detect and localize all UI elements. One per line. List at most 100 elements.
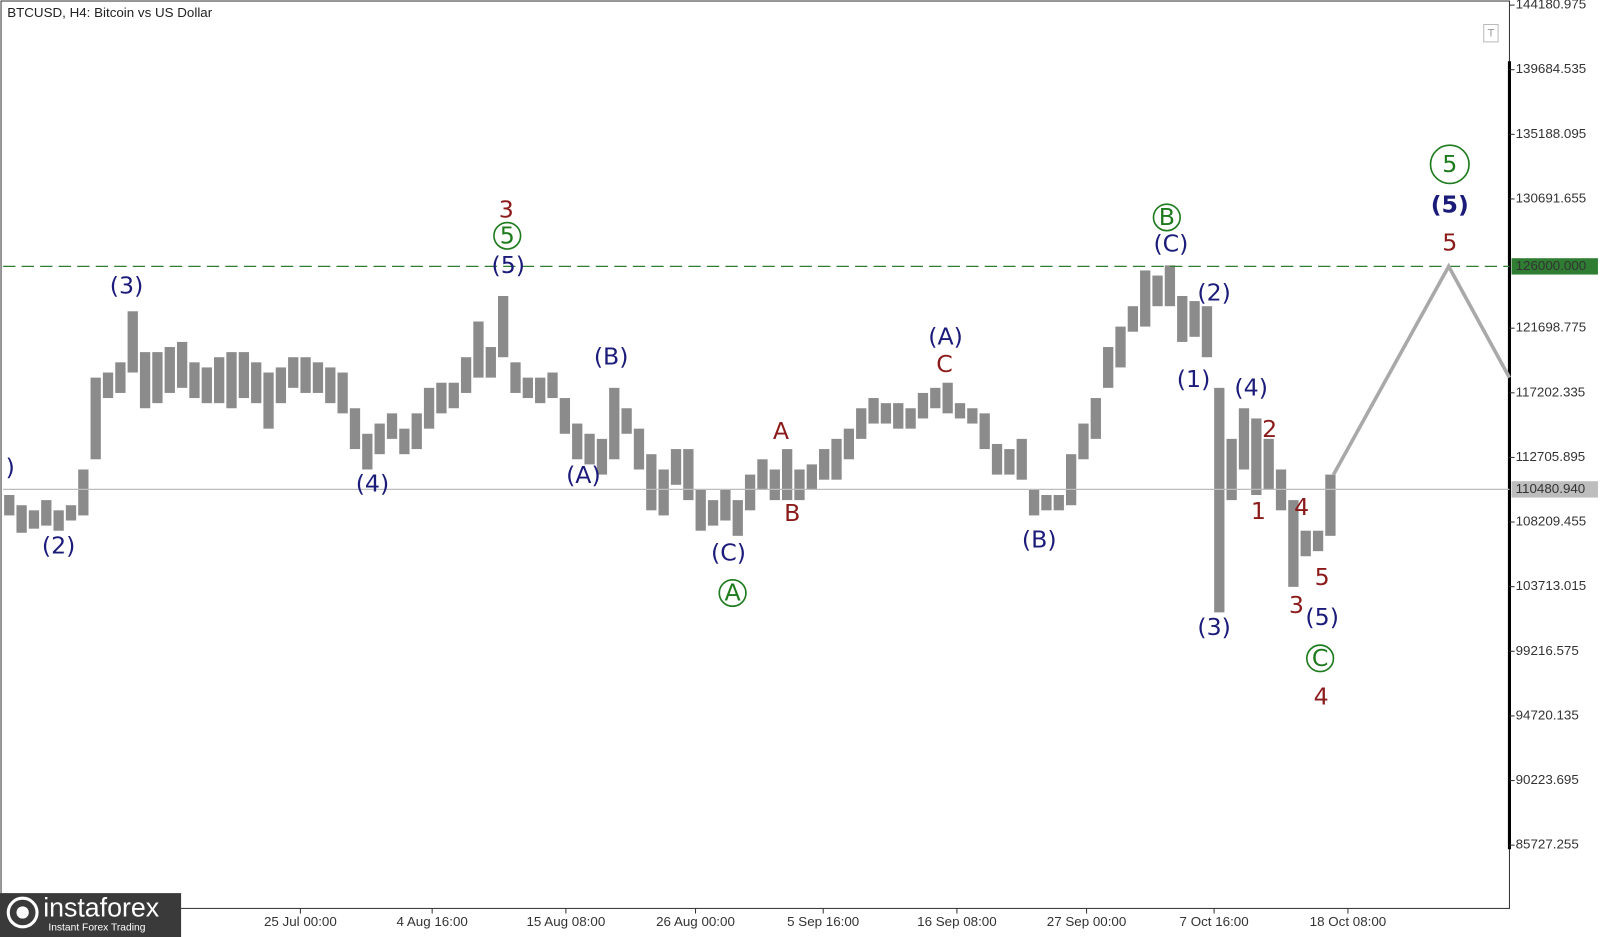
price-bar — [917, 392, 929, 419]
price-bar — [1177, 295, 1188, 342]
price-bar — [720, 489, 731, 521]
price-level-label: 110480.940 — [1516, 481, 1586, 496]
price-bar — [1140, 270, 1151, 327]
price-bar — [757, 459, 768, 490]
price-bar — [1300, 530, 1311, 557]
wave-label: 5 — [500, 221, 515, 249]
price-level-box — [1511, 258, 1598, 275]
wave-label: (C) — [1153, 230, 1188, 258]
price-bar — [53, 510, 64, 531]
price-bar — [485, 347, 496, 378]
price-bar — [831, 438, 842, 480]
price-bar — [423, 387, 435, 429]
price-bar — [794, 469, 805, 501]
wave-label: (5) — [492, 251, 526, 279]
price-bar — [498, 295, 509, 358]
wave-label: (5) — [1431, 191, 1469, 219]
wave-label: 2 — [1262, 415, 1277, 443]
watermark-logo-core — [16, 906, 29, 919]
chart-title: BTCUSD, H4: Bitcoin vs US Dollar — [7, 5, 213, 20]
wave-label: (B) — [1022, 526, 1057, 554]
y-tick-label: 90223.695 — [1516, 772, 1579, 787]
wave-label: 3 — [1289, 591, 1304, 619]
x-tick-label: 18 Oct 08:00 — [1310, 914, 1387, 929]
price-bar — [856, 408, 867, 439]
price-bar — [621, 408, 632, 434]
watermark-logo — [6, 896, 39, 929]
wave-label: 4 — [1314, 683, 1329, 711]
y-tick-label: 121698.775 — [1516, 320, 1587, 335]
wave-label: (B) — [594, 343, 629, 371]
y-tick-label: 94720.135 — [1516, 707, 1579, 722]
price-bar — [1251, 418, 1262, 496]
x-tick-label: 15 Aug 08:00 — [526, 914, 605, 929]
wave-circle — [718, 578, 747, 608]
wave-label: C — [1312, 644, 1329, 672]
wave-circle — [1152, 203, 1181, 232]
price-bar — [991, 443, 1003, 475]
price-bar — [609, 387, 620, 460]
wave-label: (1) — [1177, 365, 1211, 393]
price-bar — [522, 377, 533, 399]
y-tick-label: 144180.975 — [1516, 0, 1587, 12]
price-bar — [65, 505, 77, 521]
price-bar — [115, 362, 126, 393]
price-bar — [263, 372, 274, 429]
wave-label: (4) — [1234, 373, 1268, 401]
wave-label: 5 — [1442, 150, 1457, 178]
wave-label: A — [725, 579, 741, 607]
price-bar — [942, 382, 953, 414]
price-bar — [16, 505, 27, 533]
price-bar — [1164, 265, 1176, 307]
y-tick-label: 85727.255 — [1516, 837, 1579, 852]
wave-label: 1 — [1251, 497, 1266, 525]
price-bar — [893, 403, 904, 429]
toolbar-button[interactable] — [1483, 23, 1499, 43]
wave-circle — [1305, 644, 1335, 673]
price-bar — [1065, 454, 1077, 506]
wave-label: 5 — [1315, 563, 1330, 591]
price-bar — [436, 382, 447, 414]
price-bar — [1312, 530, 1324, 552]
y-tick-label: 139684.535 — [1516, 61, 1587, 76]
x-tick-label: 4 Aug 16:00 — [396, 914, 467, 929]
price-bar — [732, 500, 743, 536]
watermark: instaforex Instant Forex Trading — [0, 893, 182, 937]
price-bar — [1238, 408, 1250, 470]
price-bar — [1189, 301, 1200, 337]
wave-label: (5) — [1305, 603, 1339, 631]
price-level-box — [1511, 481, 1598, 498]
price-bar — [1325, 474, 1336, 536]
price-bar — [1115, 326, 1126, 368]
price-bar — [1201, 306, 1213, 358]
watermark-tagline: Instant Forex Trading — [48, 923, 145, 934]
price-bar — [275, 367, 287, 404]
y-tick-label: 103713.015 — [1516, 578, 1587, 593]
price-bar — [1004, 449, 1015, 475]
price-bar — [559, 398, 571, 434]
price-bar — [843, 428, 855, 460]
x-tick-label: 16 Sep 08:00 — [917, 914, 997, 929]
price-bar — [300, 357, 311, 393]
price-bar — [226, 352, 237, 409]
wave-label: (3) — [1197, 613, 1231, 641]
price-bar — [362, 433, 373, 470]
price-bar — [238, 352, 250, 399]
price-bar — [1041, 495, 1052, 511]
price-bar — [349, 408, 361, 450]
price-bar — [1127, 306, 1139, 332]
forecast-line — [1331, 262, 1512, 476]
watermark-brand: instaforex — [43, 893, 160, 923]
price-bar — [1226, 438, 1237, 501]
wave-label: B — [1159, 203, 1175, 231]
price-bar — [448, 382, 459, 409]
price-bar — [670, 449, 682, 485]
price-bar — [337, 372, 348, 414]
price-bar — [1090, 398, 1101, 439]
price-bar — [78, 469, 89, 516]
price-bar — [868, 398, 879, 424]
price-bar — [214, 357, 225, 404]
price-bar — [1078, 423, 1089, 460]
price-bar — [510, 362, 521, 393]
